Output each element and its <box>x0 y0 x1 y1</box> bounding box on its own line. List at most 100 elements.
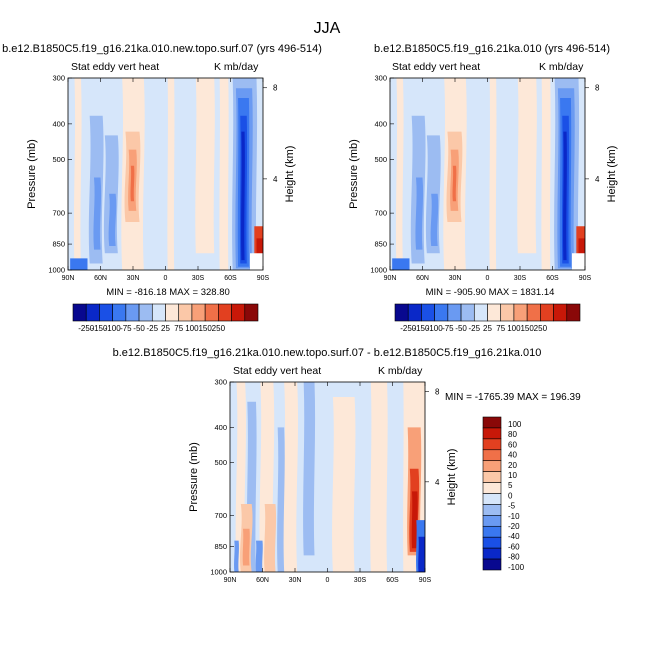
blue-south-c <box>559 97 572 267</box>
colorbar-label: -150 <box>413 324 430 333</box>
field-background <box>230 382 425 572</box>
colorbar-label: -25 <box>469 324 481 333</box>
white-surface-south <box>250 253 263 270</box>
colorbar-box <box>447 303 462 322</box>
colorbar-label: -100 <box>105 324 122 333</box>
diff-south-blue-core <box>418 536 425 572</box>
panel-bottom-right-label: K mb/day <box>378 365 423 377</box>
blue-south-outer <box>232 78 258 270</box>
y2-axis-label: Height (km) <box>446 449 458 506</box>
panel-top-right-right-label: K mb/day <box>539 61 584 73</box>
x-tick-label: 30S <box>192 275 205 282</box>
white-surface-south <box>572 253 585 270</box>
colorbar-label: 250 <box>212 324 226 333</box>
blue-north-a <box>410 115 426 264</box>
colorbar-box <box>482 504 502 516</box>
y2-tick-label: 4 <box>273 175 278 184</box>
colorbar-top-left: -250-150-100 -75 -50 -25 25 75 100 150 250 <box>72 303 259 333</box>
panel-top-right-title: b.e12.B1850C5.f19_g16.21ka.010 (yrs 496-… <box>373 43 611 55</box>
diff-blue-a <box>246 401 257 572</box>
colorbar-box <box>204 303 219 322</box>
x-tick-label: 0 <box>164 275 168 282</box>
colorbar-box <box>218 303 232 322</box>
red-30n-outer <box>446 131 463 222</box>
x-tick-label: 30N <box>127 275 140 282</box>
colorbar-box <box>125 303 140 322</box>
colorbar-label: 25 <box>161 324 170 333</box>
red-surface-south <box>254 226 263 264</box>
colorbar-box <box>178 303 193 322</box>
blue-south-d <box>561 115 570 264</box>
diff-blue-low-a <box>234 540 239 572</box>
y-tick-label: 400 <box>52 119 65 128</box>
colorbar-box <box>244 303 259 322</box>
x-tick-label: 60N <box>94 275 107 282</box>
field-background <box>390 78 585 270</box>
y-tick-label: 1000 <box>370 266 387 275</box>
diff-south-blue-a <box>416 520 425 572</box>
x-tick-label: 0 <box>326 577 330 584</box>
y-tick-label: 700 <box>214 511 227 520</box>
plot-frame <box>229 381 426 573</box>
colorbar-label: -10 <box>508 512 520 521</box>
colorbar-label: 75 <box>174 324 183 333</box>
stripe-equator <box>167 78 175 270</box>
field-2 <box>230 382 425 572</box>
panel-top-left-right-label: K mb/day <box>214 61 259 73</box>
colorbar-box <box>526 303 541 322</box>
colorbar-box <box>112 303 127 322</box>
y2-axis-label: Height (km) <box>606 146 618 203</box>
stripe-south-high <box>219 78 229 270</box>
diff-stripe-e <box>370 382 388 572</box>
blue-surface-north <box>70 258 88 270</box>
colorbar-box <box>482 471 502 483</box>
diff-south-pale <box>403 382 425 572</box>
field-1 <box>390 78 585 270</box>
blue-south-b <box>557 88 575 269</box>
y2-tick-label: 4 <box>595 175 600 184</box>
plot-frame <box>389 77 586 271</box>
colorbar-box <box>421 303 435 322</box>
colorbar-label: 75 <box>496 324 505 333</box>
colorbar-label: -40 <box>508 532 520 541</box>
colorbar-box <box>500 303 515 322</box>
stripe-south-high <box>541 78 551 270</box>
red-surface-south <box>576 226 585 264</box>
x-tick-label: 90N <box>384 275 397 282</box>
red-30n-core <box>130 165 135 202</box>
blue-south-core <box>563 131 567 261</box>
colorbar-label: -75 <box>120 324 132 333</box>
colorbar-box <box>394 303 409 322</box>
colorbar-box <box>138 303 153 322</box>
colorbar-label: 40 <box>508 451 517 460</box>
field-background <box>68 78 263 270</box>
colorbar-top-right: -250-150-100 -75 -50 -25 25 75 100 150 250 <box>394 303 581 333</box>
colorbar-box <box>482 525 502 538</box>
colorbar-box <box>487 303 502 322</box>
x-tick-label: 30N <box>449 275 462 282</box>
y-tick-label: 400 <box>374 119 387 128</box>
y-tick-label: 500 <box>52 155 65 164</box>
red-30n-mid <box>450 149 459 211</box>
red-30n-outer <box>124 131 141 222</box>
colorbar-label: 250 <box>534 324 548 333</box>
blue-south-b <box>235 88 253 269</box>
red-30n-core <box>452 165 457 202</box>
colorbar-label: -150 <box>91 324 108 333</box>
diff-stripe-b <box>259 382 275 572</box>
blue-south-outer <box>554 78 580 270</box>
y-tick-label: 850 <box>52 240 65 249</box>
y-axis-label: Pressure (mb) <box>26 139 38 209</box>
field-0 <box>68 78 263 270</box>
blue-north-d <box>430 193 439 246</box>
colorbar-label: 20 <box>508 461 517 470</box>
x-tick-label: 90S <box>419 577 432 584</box>
diff-red-low-a <box>239 504 253 572</box>
panel-top-left-left-label: Stat eddy vert heat <box>71 61 160 73</box>
diff-blue-c <box>303 382 316 556</box>
colorbar-label: 150 <box>520 324 534 333</box>
colorbar-box <box>165 303 180 322</box>
panel-bottom-minmax: MIN = -1765.39 MAX = 196.39 <box>445 392 581 403</box>
